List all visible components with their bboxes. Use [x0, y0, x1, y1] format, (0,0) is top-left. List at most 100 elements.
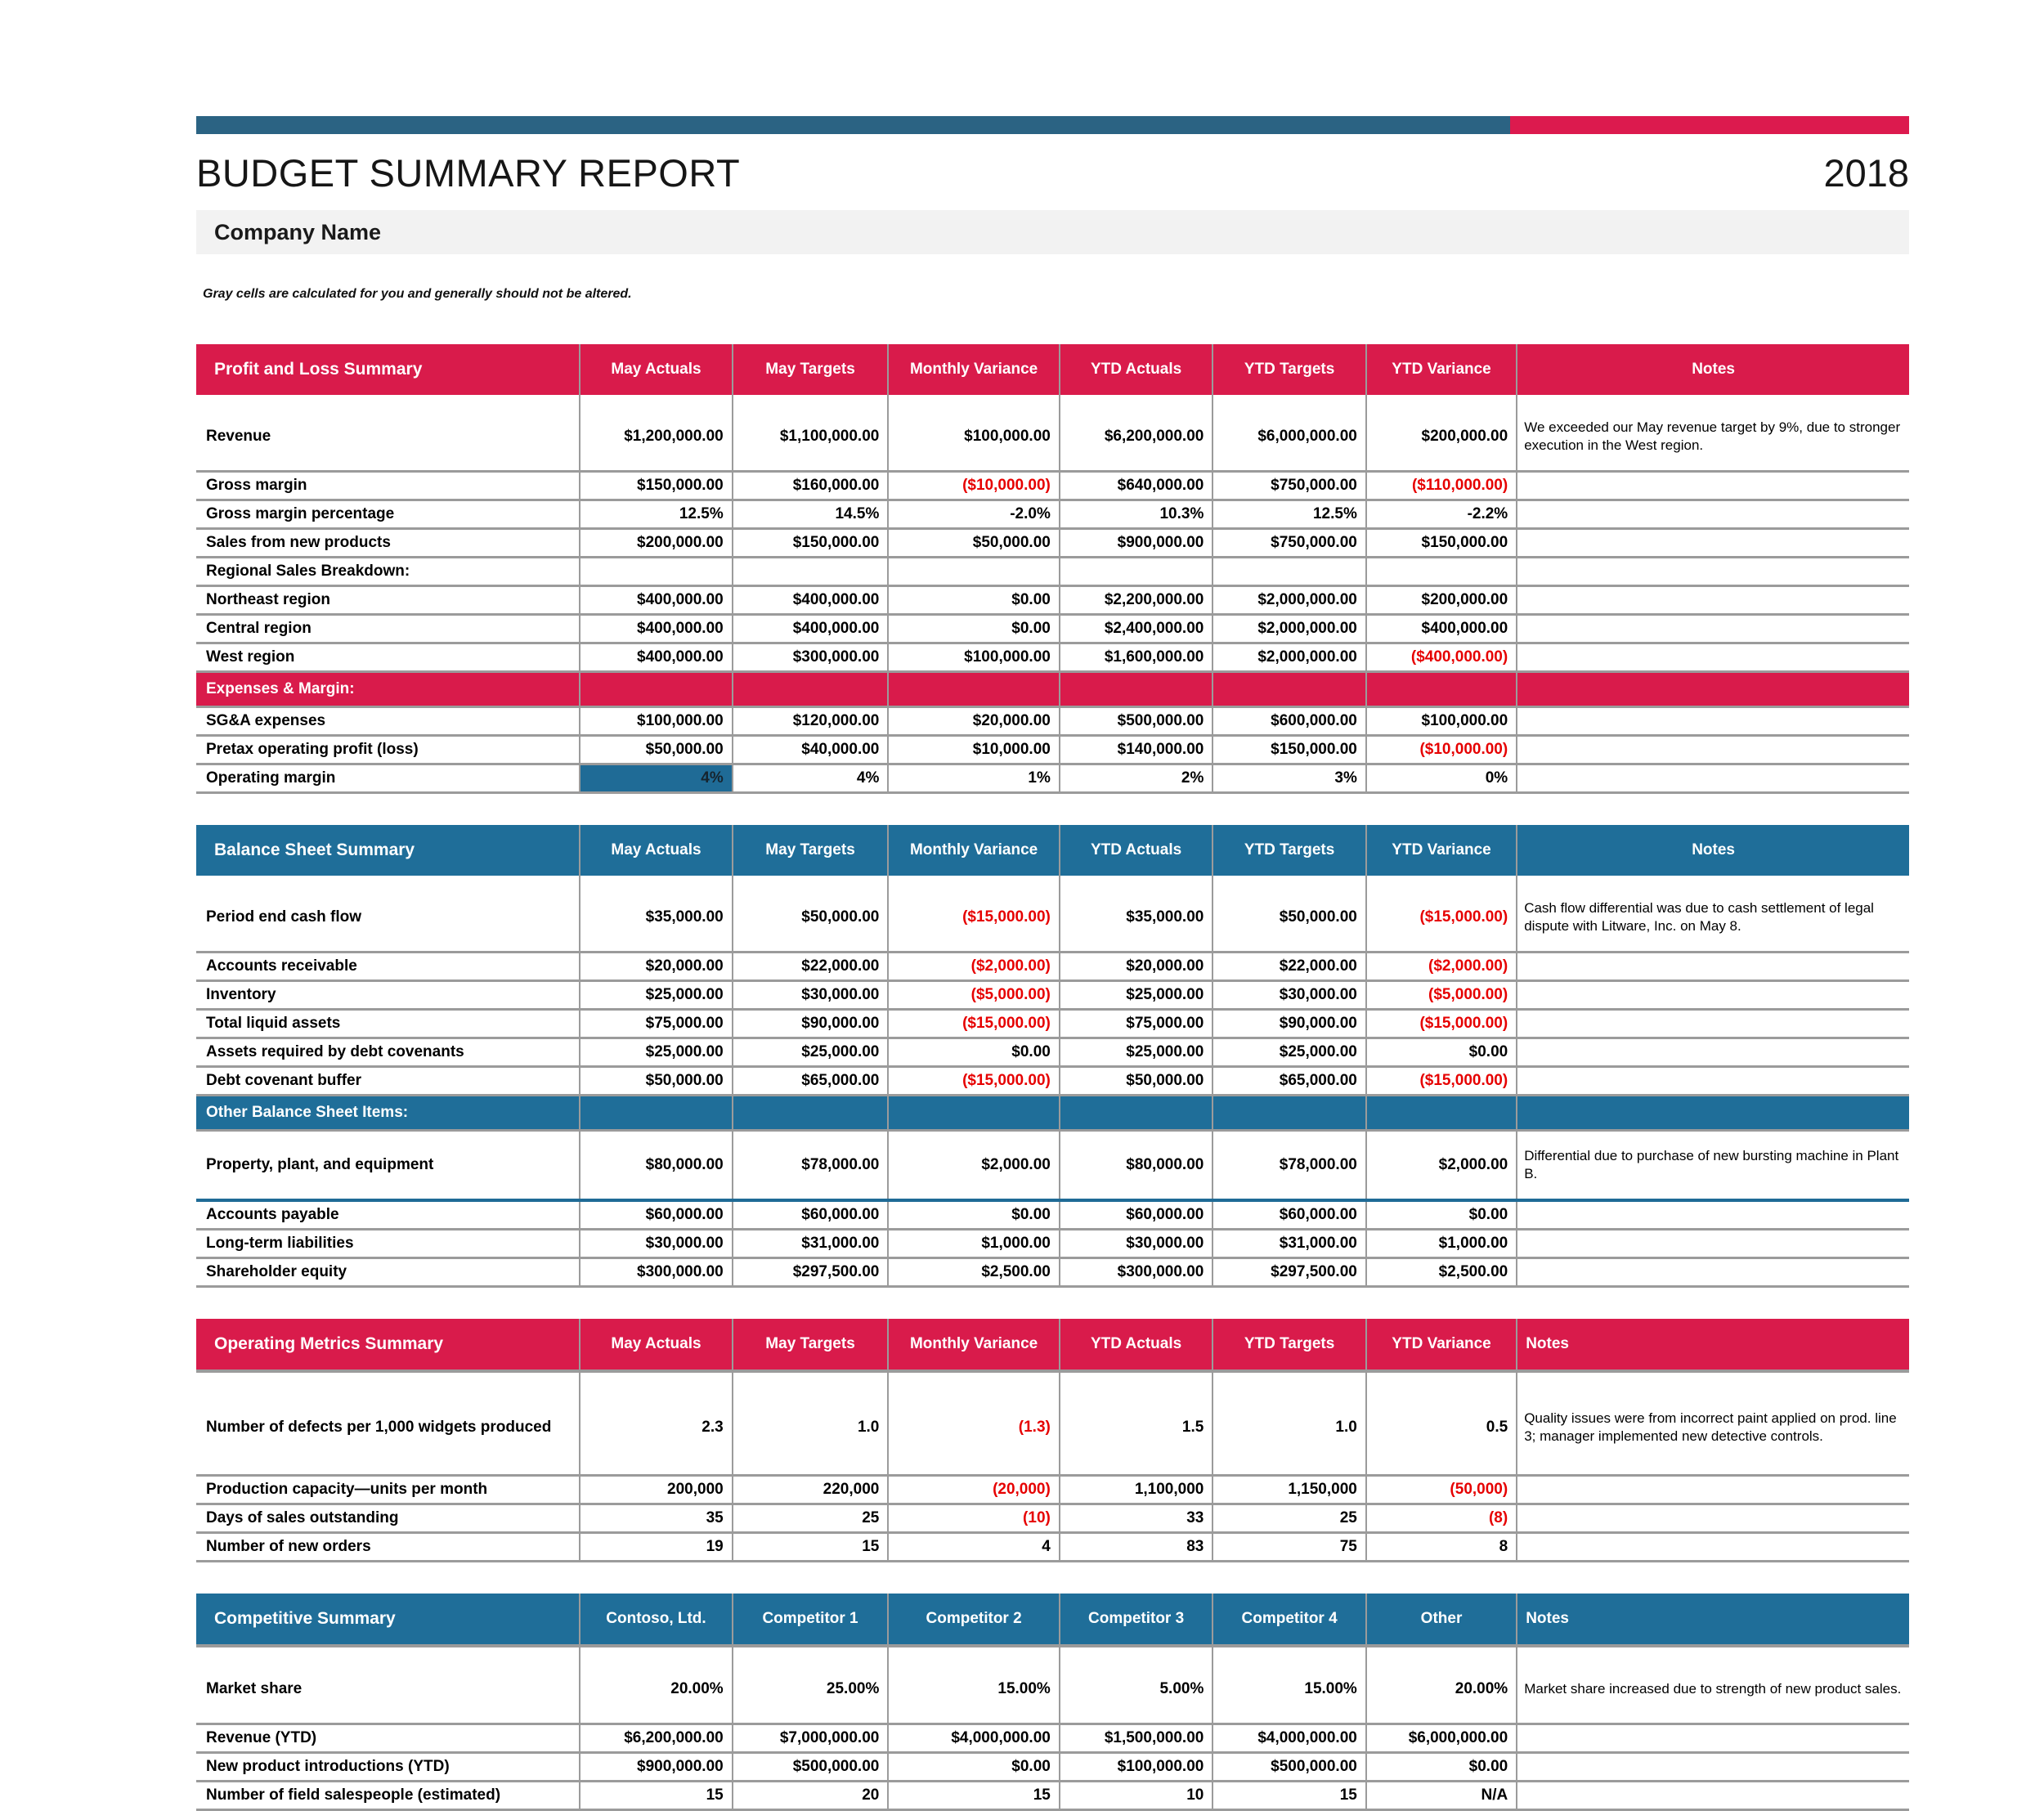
section-label[interactable]: Other Balance Sheet Items:	[196, 1095, 580, 1132]
column-header-notes[interactable]: Notes	[1516, 1319, 1909, 1373]
column-header-2[interactable]: May Targets	[731, 825, 889, 876]
cell-value[interactable]: $30,000.00	[1058, 1229, 1213, 1259]
note-cell[interactable]	[1516, 500, 1909, 530]
cell-value[interactable]: 35	[579, 1504, 733, 1534]
cell-value[interactable]: ($10,000.00)	[887, 471, 1060, 501]
note-cell[interactable]	[1516, 1257, 1909, 1288]
cell-value[interactable]: $0.00	[887, 614, 1060, 644]
selected-cell-value[interactable]: 4%	[579, 764, 733, 794]
row-label[interactable]: Pretax operating profit (loss)	[196, 735, 580, 765]
cell-value[interactable]: ($15,000.00)	[1365, 1066, 1517, 1096]
cell-value[interactable]: (8)	[1365, 1504, 1517, 1534]
note-cell[interactable]	[1516, 1724, 1909, 1754]
section-cell[interactable]	[1516, 1095, 1909, 1132]
column-header-notes[interactable]: Notes	[1516, 1594, 1909, 1647]
cell-value[interactable]: $20,000.00	[887, 706, 1060, 737]
note-cell[interactable]	[1516, 1752, 1909, 1782]
cell-value[interactable]: 33	[1058, 1504, 1213, 1534]
cell-value[interactable]: 25.00%	[731, 1656, 889, 1725]
cell-value[interactable]: 20.00%	[1365, 1656, 1517, 1725]
cell-value[interactable]: ($2,000.00)	[887, 952, 1060, 982]
cell-value[interactable]: $25,000.00	[1058, 980, 1213, 1011]
note-cell[interactable]: We exceeded our May revenue target by 9%…	[1516, 403, 1909, 473]
cell-value[interactable]: $60,000.00	[579, 1200, 733, 1230]
section-cell[interactable]	[1058, 671, 1213, 708]
row-label[interactable]: Central region	[196, 614, 580, 644]
row-label[interactable]: Assets required by debt covenants	[196, 1038, 580, 1068]
cell-value[interactable]: $0.00	[887, 1752, 1060, 1782]
cell-value[interactable]: $500,000.00	[1212, 1752, 1366, 1782]
cell-value[interactable]: $500,000.00	[1058, 706, 1213, 737]
cell-value[interactable]: 15	[579, 1781, 733, 1811]
cell-value[interactable]: 4%	[731, 764, 889, 794]
row-label[interactable]: Number of new orders	[196, 1532, 580, 1562]
cell-value[interactable]: $7,000,000.00	[731, 1724, 889, 1754]
cell-value[interactable]: $6,000,000.00	[1365, 1724, 1517, 1754]
cell-value[interactable]: 14.5%	[731, 500, 889, 530]
cell-value[interactable]: 8	[1365, 1532, 1517, 1562]
column-header-3[interactable]: Monthly Variance	[887, 344, 1060, 395]
row-label[interactable]: Regional Sales Breakdown:	[196, 557, 580, 587]
cell-value[interactable]: $100,000.00	[1058, 1752, 1213, 1782]
cell-value[interactable]: $900,000.00	[1058, 528, 1213, 558]
cell-value[interactable]: 15	[887, 1781, 1060, 1811]
cell-value[interactable]: $297,500.00	[1212, 1257, 1366, 1288]
cell-value[interactable]: 19	[579, 1532, 733, 1562]
column-header-notes[interactable]: Notes	[1516, 344, 1909, 395]
cell-value[interactable]: $35,000.00	[1058, 884, 1213, 953]
cell-value[interactable]: $30,000.00	[1212, 980, 1366, 1011]
cell-value[interactable]: $1,200,000.00	[579, 403, 733, 473]
row-label[interactable]: Gross margin percentage	[196, 500, 580, 530]
cell-value[interactable]: $50,000.00	[1058, 1066, 1213, 1096]
cell-value[interactable]: 20	[731, 1781, 889, 1811]
cell-value[interactable]: -2.0%	[887, 500, 1060, 530]
cell-value[interactable]: $600,000.00	[1212, 706, 1366, 737]
column-header-6[interactable]: YTD Variance	[1365, 825, 1517, 876]
cell-value[interactable]: 12.5%	[579, 500, 733, 530]
cell-value[interactable]: $0.00	[1365, 1038, 1517, 1068]
cell-value[interactable]: $2,000,000.00	[1212, 585, 1366, 616]
cell-value[interactable]: 200,000	[579, 1475, 733, 1505]
cell-value[interactable]: $300,000.00	[1058, 1257, 1213, 1288]
cell-value[interactable]: $60,000.00	[731, 1200, 889, 1230]
row-label[interactable]: Number of defects per 1,000 widgets prod…	[196, 1381, 580, 1477]
column-header-6[interactable]: Other	[1365, 1594, 1517, 1647]
column-header-3[interactable]: Competitor 2	[887, 1594, 1060, 1647]
cell-value[interactable]: ($5,000.00)	[1365, 980, 1517, 1011]
cell-value[interactable]: (1.3)	[887, 1381, 1060, 1477]
cell-value[interactable]: ($15,000.00)	[887, 1066, 1060, 1096]
cell-value[interactable]: 1.0	[1212, 1381, 1366, 1477]
cell-value[interactable]: $1,500,000.00	[1058, 1724, 1213, 1754]
row-label[interactable]: Debt covenant buffer	[196, 1066, 580, 1096]
row-label[interactable]: Revenue	[196, 403, 580, 473]
note-cell[interactable]	[1516, 1475, 1909, 1505]
cell-value[interactable]: $150,000.00	[1212, 735, 1366, 765]
cell-value[interactable]: 15	[1212, 1781, 1366, 1811]
cell-value[interactable]: ($110,000.00)	[1365, 471, 1517, 501]
cell-value[interactable]: $1,000.00	[1365, 1229, 1517, 1259]
cell-value[interactable]: $300,000.00	[731, 643, 889, 673]
column-header-4[interactable]: YTD Actuals	[1058, 1319, 1213, 1373]
competitive-summary-title[interactable]: Competitive Summary	[196, 1594, 580, 1647]
cell-value[interactable]: $400,000.00	[579, 614, 733, 644]
cell-value[interactable]: $90,000.00	[1212, 1009, 1366, 1039]
column-header-5[interactable]: Competitor 4	[1212, 1594, 1366, 1647]
cell-value[interactable]: $65,000.00	[1212, 1066, 1366, 1096]
cell-value[interactable]: (10)	[887, 1504, 1060, 1534]
section-cell[interactable]	[1365, 1095, 1517, 1132]
row-label[interactable]: Accounts receivable	[196, 952, 580, 982]
note-cell[interactable]	[1516, 952, 1909, 982]
column-header-notes[interactable]: Notes	[1516, 825, 1909, 876]
cell-value[interactable]: $1,000.00	[887, 1229, 1060, 1259]
row-label[interactable]: Property, plant, and equipment	[196, 1130, 580, 1202]
note-cell[interactable]: Market share increased due to strength o…	[1516, 1656, 1909, 1725]
cell-value[interactable]: $0.00	[1365, 1200, 1517, 1230]
column-header-3[interactable]: Monthly Variance	[887, 1319, 1060, 1373]
cell-value[interactable]: $750,000.00	[1212, 471, 1366, 501]
cell-value[interactable]: $60,000.00	[1058, 1200, 1213, 1230]
cell-value[interactable]: $78,000.00	[731, 1130, 889, 1202]
cell-value[interactable]: $100,000.00	[887, 403, 1060, 473]
cell-value[interactable]: $2,400,000.00	[1058, 614, 1213, 644]
cell-value[interactable]: $6,200,000.00	[1058, 403, 1213, 473]
cell-value[interactable]: $150,000.00	[1365, 528, 1517, 558]
